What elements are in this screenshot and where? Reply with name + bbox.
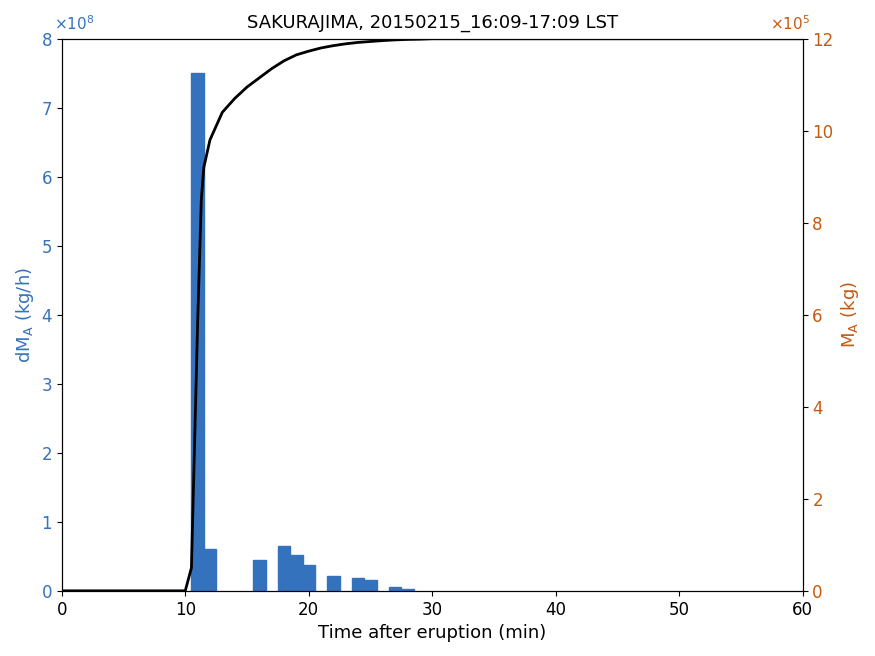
Title: SAKURAJIMA, 20150215_16:09-17:09 LST: SAKURAJIMA, 20150215_16:09-17:09 LST (247, 14, 618, 32)
Bar (192, 73, 204, 591)
Bar (303, 565, 315, 591)
Y-axis label: $\mathrm{dM_A\ (kg/h)}$: $\mathrm{dM_A\ (kg/h)}$ (14, 267, 36, 363)
Bar (364, 581, 376, 591)
Bar (402, 589, 414, 591)
Bar (204, 550, 216, 591)
Y-axis label: $\mathrm{M_A\ (kg)}$: $\mathrm{M_A\ (kg)}$ (839, 281, 861, 348)
Bar (389, 587, 402, 591)
Text: $\times 10^5$: $\times 10^5$ (770, 14, 810, 33)
Bar (278, 546, 290, 591)
Bar (253, 560, 265, 591)
Text: $\times 10^8$: $\times 10^8$ (54, 14, 94, 33)
Bar (352, 579, 364, 591)
Bar (327, 576, 340, 591)
Bar (290, 555, 303, 591)
X-axis label: Time after eruption (min): Time after eruption (min) (318, 624, 546, 642)
